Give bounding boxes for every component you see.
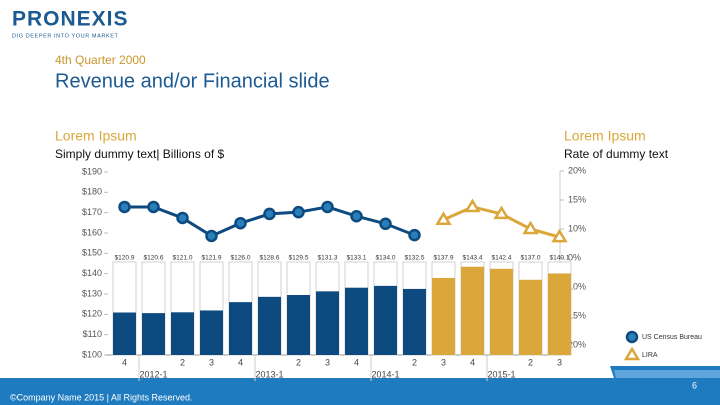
bar-label: $120.9 bbox=[115, 255, 135, 262]
page-number: 6 bbox=[692, 380, 697, 390]
x-group-label: 2012-1 bbox=[139, 369, 167, 379]
point bbox=[147, 200, 160, 214]
left-subtitle: Simply dummy text| Billions of $ bbox=[55, 147, 224, 161]
y-tick-label: $190 bbox=[82, 166, 102, 176]
point bbox=[435, 211, 452, 225]
bar-label: $132.5 bbox=[405, 255, 425, 262]
left-title: Lorem Ipsum bbox=[55, 128, 137, 144]
bar bbox=[258, 296, 281, 355]
copyright: ©Company Name 2015 | All Rights Reserved… bbox=[10, 392, 193, 402]
logo: PRONEXIS bbox=[12, 8, 129, 31]
x-tick-label: 3 bbox=[441, 357, 446, 367]
point bbox=[234, 216, 247, 230]
tagline: DIG DEEPER INTO YOUR MARKET bbox=[12, 33, 118, 39]
bar bbox=[200, 310, 223, 355]
bar bbox=[403, 288, 426, 355]
y-tick-label: $100 bbox=[82, 349, 102, 359]
point bbox=[263, 207, 276, 221]
bar bbox=[316, 291, 339, 355]
x-tick-label: 3 bbox=[557, 357, 562, 367]
right-subtitle: Rate of dummy text bbox=[564, 147, 669, 161]
x-group-label: 2015-1 bbox=[487, 369, 515, 379]
x-tick-label: 2 bbox=[528, 357, 533, 367]
y2-tick-label: 10% bbox=[568, 281, 586, 291]
x-tick-label: 4 bbox=[238, 357, 243, 367]
bar-label: $131.3 bbox=[318, 255, 338, 262]
bar bbox=[432, 277, 455, 355]
bar-label: $129.5 bbox=[289, 255, 309, 262]
point bbox=[321, 200, 334, 214]
bar bbox=[113, 312, 136, 355]
bar-label: $133.1 bbox=[347, 255, 367, 262]
point bbox=[176, 211, 189, 225]
x-tick-label: 4 bbox=[354, 357, 359, 367]
bar bbox=[287, 295, 310, 355]
x-group-label: 2013-1 bbox=[255, 369, 283, 379]
bar bbox=[461, 266, 484, 355]
x-tick-label: 4 bbox=[122, 357, 127, 367]
bar-label: $126.0 bbox=[231, 255, 251, 262]
y-tick-label: $160 bbox=[82, 227, 102, 237]
point bbox=[350, 209, 363, 223]
y-tick-label: $140 bbox=[82, 268, 102, 278]
y-tick-label: $180 bbox=[82, 187, 102, 197]
bar-label: $137.0 bbox=[521, 255, 541, 262]
point bbox=[292, 205, 305, 219]
bar bbox=[548, 273, 571, 355]
legend-label: US Census Bureau bbox=[642, 334, 702, 341]
y2-tick-label: 20% bbox=[568, 339, 586, 349]
point bbox=[205, 229, 218, 243]
legend-marker bbox=[623, 346, 641, 361]
point bbox=[408, 228, 421, 242]
right-title: Lorem Ipsum bbox=[564, 128, 646, 144]
bar-label: $137.9 bbox=[434, 255, 454, 262]
footer-bar bbox=[0, 378, 720, 405]
x-tick-label: 3 bbox=[325, 357, 330, 367]
y2-tick-label: 10% bbox=[568, 223, 586, 233]
y-tick-label: $130 bbox=[82, 288, 102, 298]
bar bbox=[490, 268, 513, 355]
bar bbox=[171, 312, 194, 355]
point bbox=[522, 220, 539, 235]
footer-accent bbox=[614, 370, 720, 378]
x-tick-label: 2 bbox=[412, 357, 417, 367]
bar-label: $143.4 bbox=[463, 255, 483, 262]
bar-label: $128.6 bbox=[260, 255, 280, 262]
bar-label: $121.9 bbox=[202, 255, 222, 262]
bar-label: $134.0 bbox=[376, 255, 396, 262]
point bbox=[551, 228, 568, 243]
x-tick-label: 3 bbox=[209, 357, 214, 367]
bar bbox=[345, 287, 368, 355]
y2-tick-label: 0% bbox=[568, 252, 581, 262]
legend-marker bbox=[625, 330, 639, 344]
bar-label: $120.6 bbox=[144, 255, 164, 262]
bar bbox=[519, 279, 542, 355]
title: Revenue and/or Financial slide bbox=[55, 70, 330, 92]
subtitle: 4th Quarter 2000 bbox=[55, 53, 146, 67]
bar-label: $142.4 bbox=[492, 255, 512, 262]
point bbox=[464, 198, 481, 213]
bar-label: $121.0 bbox=[173, 255, 193, 262]
bar bbox=[374, 285, 397, 355]
x-group-label: 2014-1 bbox=[371, 369, 399, 379]
legend-label: LIRA bbox=[642, 352, 658, 359]
x-tick-label: 2 bbox=[180, 357, 185, 367]
y-tick-label: $150 bbox=[82, 248, 102, 258]
bar bbox=[229, 302, 252, 355]
x-tick-label: 4 bbox=[470, 357, 475, 367]
bar bbox=[142, 313, 165, 355]
y-tick-label: $120 bbox=[82, 309, 102, 319]
point bbox=[118, 200, 131, 214]
point bbox=[493, 205, 510, 220]
bar-label: $140.1 bbox=[550, 255, 570, 262]
y-tick-label: $170 bbox=[82, 207, 102, 217]
point bbox=[379, 217, 392, 231]
y2-tick-label: 15% bbox=[568, 194, 586, 204]
y-tick-label: $110 bbox=[83, 329, 102, 339]
x-tick-label: 2 bbox=[296, 357, 301, 367]
y2-tick-label: 20% bbox=[568, 165, 586, 175]
y2-tick-label: 15% bbox=[568, 310, 586, 320]
